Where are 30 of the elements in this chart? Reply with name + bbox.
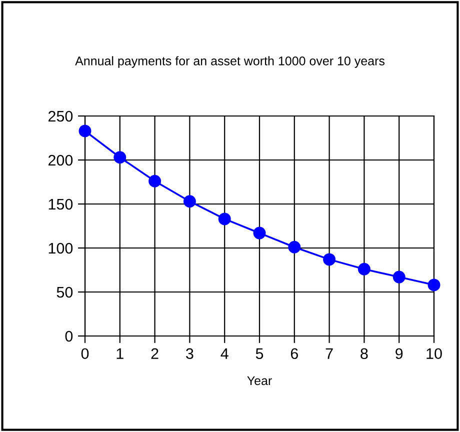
x-tick-label: 7 [326,348,333,359]
x-tick-label: 6 [290,348,298,360]
point [253,226,266,240]
point [218,212,231,226]
x-tick-label: 2 [151,348,158,359]
point [323,253,336,266]
x-tick-label: 3 [186,348,194,360]
y-tick-label: 200 [48,154,73,166]
point [114,151,126,164]
point [148,174,162,188]
point [392,270,406,284]
point [428,278,440,292]
x-tick-label: 8 [360,348,368,360]
x-tick-label: 9 [396,348,403,360]
y-tick-label: 100 [48,242,73,254]
x-tick-label: 1 [116,348,124,359]
chart-title: Annual payments for an asset worth 1000 over 10 years [75,56,385,68]
x-tick-label: 10 [426,348,442,360]
point [358,262,370,276]
point [288,240,301,254]
y-tick-label: 50 [56,286,73,298]
y-tick-label: 0 [65,330,73,342]
x-tick-label: 5 [256,348,264,360]
y-tick-label: 150 [48,198,73,210]
x-tick-label: 4 [220,348,228,359]
x-axis-title: Year [247,376,272,386]
x-tick-label: 0 [81,348,89,360]
point [183,195,196,208]
point [78,124,92,138]
y-tick-label: 250 [48,110,73,122]
